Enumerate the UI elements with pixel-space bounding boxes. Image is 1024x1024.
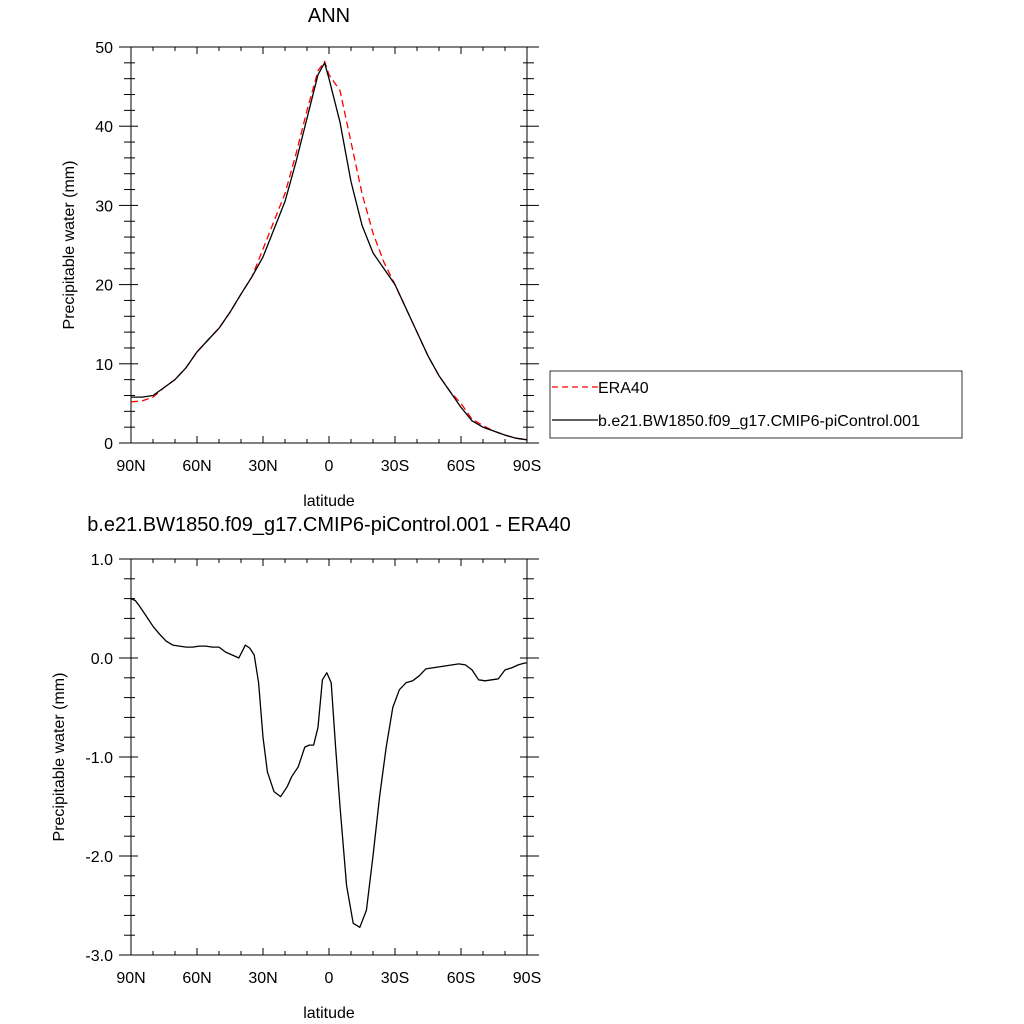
legend-box (549, 370, 963, 439)
chart-title: ANN (308, 5, 350, 27)
y-tick-label: 0.0 (91, 651, 113, 668)
axis-ticks (119, 558, 539, 956)
y-tick-label: 0 (104, 436, 113, 453)
series-line-b-e21-bw1850-f09-g17-cmip6-picontrol-001 (131, 62, 528, 441)
x-tick-label: 90N (116, 970, 145, 987)
y-axis-label: Precipitable water (mm) (61, 161, 78, 330)
x-tick-label: 60S (447, 970, 475, 987)
y-tick-label: 1.0 (91, 552, 113, 569)
x-tick-label: 0 (325, 970, 334, 987)
y-tick-label: -2.0 (85, 849, 113, 866)
difference-line (130, 598, 527, 928)
y-tick-labels: 0 10 20 30 40 50 (95, 40, 113, 453)
y-tick-label: 10 (95, 357, 113, 374)
y-tick-label: -3.0 (85, 948, 113, 965)
x-tick-label: 60S (447, 458, 475, 475)
legend-label-era40: ERA40 (598, 380, 649, 397)
series-lines (130, 60, 528, 441)
y-tick-label: 20 (95, 278, 113, 295)
series-lines (130, 598, 527, 928)
bottom-panel-difference: b.e21.BW1850.f09_g17.CMIP6-piControl.001… (51, 514, 571, 1022)
x-tick-label: 90N (116, 458, 145, 475)
x-tick-labels: 90N 60N 30N 0 30S 60S 90S (116, 458, 541, 475)
y-tick-label: 40 (95, 119, 113, 136)
x-axis-label: latitude (303, 493, 355, 510)
top-panel-ann: ANN 90N 60N 30N 0 30S 60S 90S 0 10 20 30 40 50 lati… (61, 5, 963, 510)
x-tick-label: 30N (248, 970, 277, 987)
x-tick-label: 30S (381, 458, 409, 475)
x-tick-label: 90S (513, 970, 541, 987)
chart-title: b.e21.BW1850.f09_g17.CMIP6-piControl.001… (87, 514, 571, 536)
x-tick-label: 0 (325, 458, 334, 475)
x-tick-label: 60N (182, 970, 211, 987)
y-tick-label: 50 (95, 40, 113, 57)
y-tick-label: -1.0 (85, 750, 113, 767)
axis-ticks (119, 46, 539, 444)
y-tick-label: 30 (95, 198, 113, 215)
x-tick-labels: 90N 60N 30N 0 30S 60S 90S (116, 970, 541, 987)
x-tick-label: 90S (513, 458, 541, 475)
legend: ERA40 b.e21.BW1850.f09_g17.CMIP6-piContr… (549, 370, 963, 439)
x-tick-label: 30S (381, 970, 409, 987)
legend-label-model: b.e21.BW1850.f09_g17.CMIP6-piControl.001 (598, 413, 920, 430)
x-axis-label: latitude (303, 1005, 355, 1022)
x-tick-label: 60N (182, 458, 211, 475)
x-tick-label: 30N (248, 458, 277, 475)
y-tick-labels: -3.0 -2.0 -1.0 0.0 1.0 (85, 552, 113, 965)
y-axis-label: Precipitable water (mm) (51, 673, 68, 842)
